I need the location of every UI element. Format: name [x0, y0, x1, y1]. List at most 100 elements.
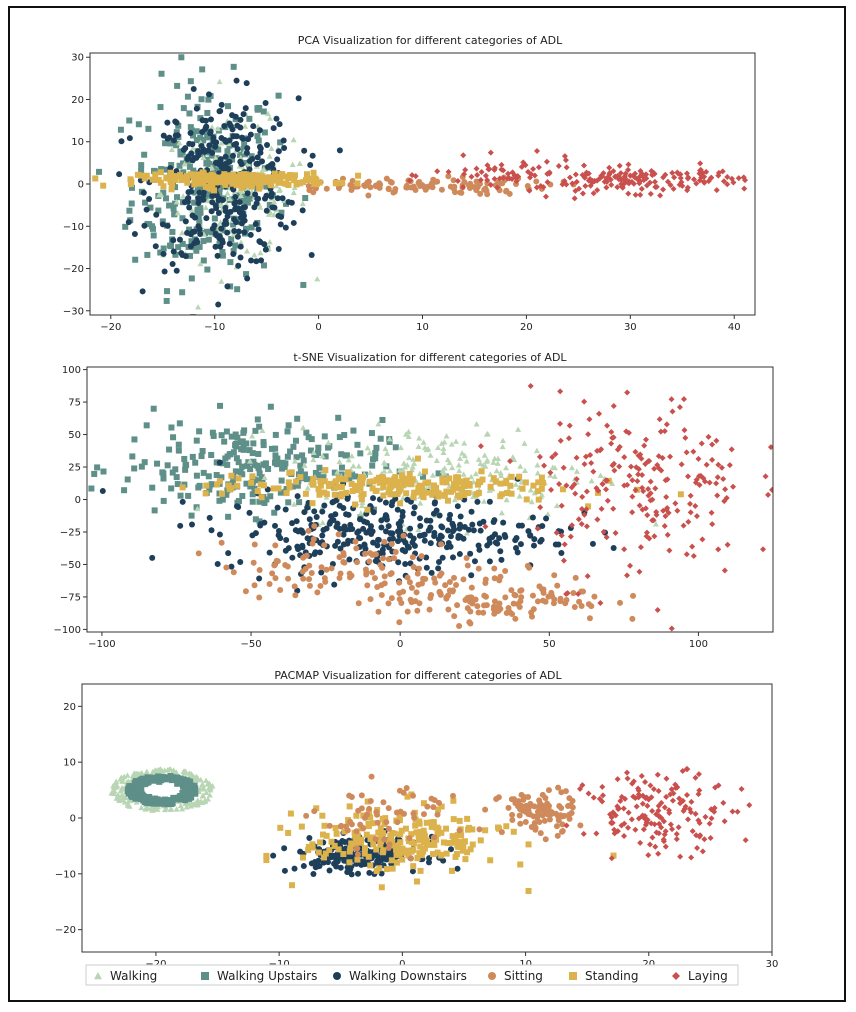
data-point: [143, 422, 150, 429]
data-point: [238, 446, 245, 453]
data-point: [283, 200, 290, 207]
data-point: [154, 460, 161, 467]
data-point: [658, 467, 665, 474]
data-point: [246, 447, 253, 454]
data-point: [271, 562, 278, 569]
data-point: [615, 176, 622, 183]
data-point: [214, 560, 221, 567]
data-point: [222, 181, 229, 188]
data-point: [239, 463, 246, 470]
data-point: [184, 198, 191, 205]
data-point: [129, 453, 136, 460]
data-point: [482, 593, 489, 600]
data-point: [437, 591, 444, 598]
data-point: [697, 472, 704, 479]
data-point: [509, 817, 516, 824]
x-tick-label: 30: [624, 322, 637, 333]
data-point: [156, 192, 163, 198]
data-point: [236, 173, 243, 180]
data-point: [425, 489, 432, 496]
data-point: [364, 798, 371, 805]
data-point: [545, 593, 552, 600]
data-point: [385, 556, 392, 563]
data-point: [293, 454, 300, 461]
data-point: [275, 148, 282, 155]
data-point: [693, 180, 700, 187]
data-point: [167, 165, 174, 172]
data-point: [232, 468, 239, 475]
data-point: [311, 550, 318, 557]
data-point: [158, 70, 165, 77]
data-point: [264, 164, 271, 171]
data-point: [378, 838, 385, 845]
data-point: [243, 225, 250, 232]
data-point: [454, 602, 461, 609]
data-point: [91, 470, 98, 477]
data-point: [635, 787, 642, 794]
data-point: [402, 548, 409, 555]
data-point: [459, 450, 466, 456]
data-point: [706, 479, 713, 486]
data-point: [194, 776, 201, 783]
data-point: [181, 161, 188, 167]
data-point: [378, 524, 385, 531]
data-point: [417, 183, 424, 190]
data-point: [545, 787, 552, 794]
data-point: [152, 176, 159, 183]
data-point: [325, 439, 332, 446]
data-point: [195, 550, 202, 557]
data-point: [651, 533, 658, 540]
data-point: [347, 845, 354, 852]
data-point: [427, 540, 434, 547]
data-point: [297, 462, 304, 469]
data-point: [434, 168, 441, 175]
data-point: [344, 495, 351, 502]
data-point: [244, 190, 251, 197]
data-point: [381, 854, 388, 861]
data-point: [216, 478, 223, 485]
data-point: [341, 828, 348, 835]
data-point: [191, 155, 198, 162]
data-point: [483, 458, 490, 464]
data-point: [96, 168, 103, 175]
data-point: [374, 811, 381, 818]
data-point: [559, 828, 566, 835]
data-point: [468, 584, 475, 591]
data-point: [467, 846, 474, 853]
data-point: [416, 818, 423, 825]
data-point: [257, 249, 264, 256]
y-tick-label: 50: [68, 430, 81, 441]
data-point: [442, 582, 449, 589]
data-point: [486, 166, 493, 173]
legend-marker: [569, 972, 577, 980]
data-point: [252, 530, 259, 537]
y-tick-label: 75: [68, 398, 81, 409]
data-point: [172, 251, 179, 258]
data-point: [118, 792, 125, 798]
data-point: [313, 805, 320, 812]
data-point: [402, 464, 409, 470]
data-point: [336, 575, 343, 582]
data-point: [328, 838, 335, 845]
data-point: [251, 582, 258, 589]
data-point: [138, 167, 145, 174]
data-point: [395, 488, 402, 495]
data-point: [608, 855, 615, 862]
data-point: [209, 182, 216, 189]
data-point: [427, 517, 434, 524]
data-point: [513, 535, 520, 542]
data-point: [730, 483, 737, 490]
data-point: [567, 533, 574, 540]
data-point: [640, 826, 647, 833]
data-point: [170, 137, 177, 144]
data-point: [503, 823, 510, 830]
data-point: [240, 111, 247, 118]
data-point: [188, 275, 195, 282]
data-point: [237, 243, 244, 250]
data-point: [207, 116, 214, 123]
data-point: [310, 536, 317, 543]
data-point: [355, 600, 362, 607]
data-point: [186, 110, 193, 117]
data-point: [410, 863, 417, 870]
data-point: [250, 440, 257, 447]
